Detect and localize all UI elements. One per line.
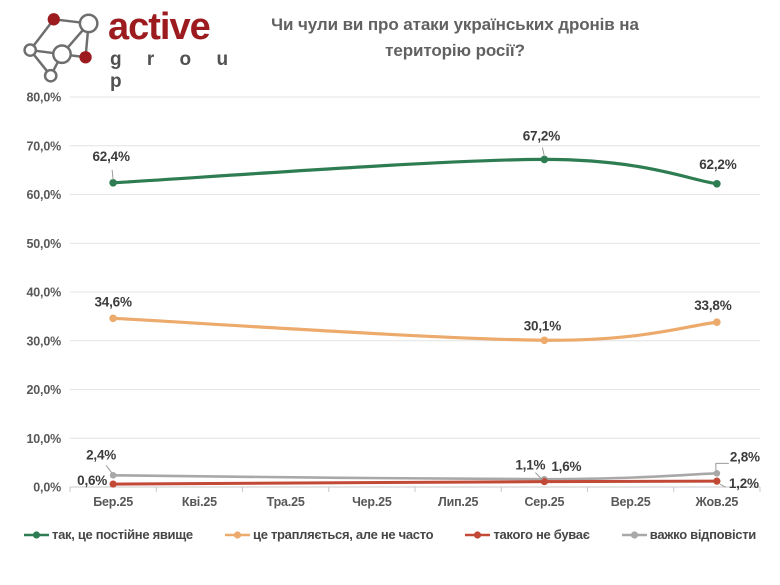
legend-marker-icon: [225, 530, 251, 539]
label-leader-line: [105, 464, 113, 474]
legend-label: такого не буває: [493, 527, 590, 542]
data-label: 2,4%: [86, 447, 116, 462]
chart-title-line1: Чи чули ви про атаки українських дронів …: [271, 15, 639, 34]
x-tick-label: Вер.25: [611, 495, 651, 509]
brand-logo: active g r o u p: [18, 6, 248, 92]
x-tick-label: Лип.25: [438, 495, 478, 509]
legend-label: так, це постійне явище: [52, 527, 193, 542]
legend-marker-icon: [465, 530, 491, 539]
label-leader-line: [111, 169, 114, 180]
legend-marker-icon: [621, 530, 647, 539]
label-leader-line: [541, 147, 545, 157]
x-tick-label: Жов.25: [695, 495, 739, 509]
series-line: [111, 316, 719, 342]
y-tick-label: 0,0%: [33, 481, 61, 495]
line-chart: 0,0% 10,0% 20,0% 30,0% 40,0% 50,0% 60,0% 70,0% 8…: [27, 91, 761, 509]
legend-item: важко відповісти: [621, 527, 757, 542]
x-tick-label: Тра.25: [267, 495, 305, 509]
brand-name: active: [108, 6, 211, 48]
data-point: [540, 336, 549, 345]
data-point: [540, 478, 548, 486]
data-point: [713, 318, 721, 327]
chart-legend: так, це постійне явище це трапляється, ал…: [0, 527, 780, 542]
data-label: 1,6%: [551, 459, 581, 474]
x-tick-label: Сер.25: [524, 495, 564, 509]
y-tick-label: 10,0%: [27, 432, 62, 446]
chart-title-line2: територію росії?: [385, 41, 525, 61]
legend-item: такого не буває: [465, 527, 590, 542]
x-tick-label: Чер.25: [352, 495, 392, 509]
label-leader-line: [715, 462, 729, 471]
data-point: [109, 480, 117, 488]
data-label: 1,2%: [729, 476, 759, 491]
y-tick-label: 30,0%: [27, 334, 62, 348]
data-point: [713, 179, 721, 188]
legend-item: це трапляється, але не часто: [225, 527, 434, 542]
series-line: [111, 157, 719, 186]
data-point: [109, 314, 117, 323]
data-label: 34,6%: [94, 294, 131, 309]
data-point: [109, 472, 117, 479]
data-label: 33,8%: [694, 298, 731, 313]
y-tick-label: 60,0%: [27, 188, 62, 202]
y-tick-label: 80,0%: [27, 91, 62, 105]
y-tick-label: 50,0%: [27, 237, 62, 251]
label-leader-line: [535, 472, 543, 480]
legend-label: це трапляється, але не часто: [253, 527, 434, 542]
x-tick-label: Бер.25: [93, 495, 133, 509]
data-label: 1,1%: [515, 458, 545, 473]
series-line: [111, 479, 719, 486]
data-label: 2,8%: [730, 449, 760, 464]
data-point: [713, 470, 721, 477]
y-tick-label: 70,0%: [27, 139, 62, 153]
chart-title: Чи чули ви про атаки українських дронів …: [242, 12, 668, 65]
y-tick-label: 20,0%: [27, 383, 62, 397]
label-leader-line: [719, 483, 727, 488]
brand-wordmark: active g r o u p: [108, 6, 248, 93]
data-point: [109, 179, 117, 187]
data-label: 62,4%: [92, 149, 129, 164]
x-tick-label: Кві.25: [182, 495, 217, 509]
y-tick-label: 40,0%: [27, 286, 62, 300]
data-point: [713, 477, 721, 485]
brand-subtitle: g r o u p: [110, 48, 239, 92]
data-label: 30,1%: [524, 318, 561, 333]
logo-network-icon: [23, 13, 99, 83]
data-point: [540, 155, 549, 164]
data-label: 62,2%: [699, 157, 736, 172]
legend-label: важко відповісти: [649, 527, 757, 542]
data-label: 0,6%: [77, 473, 107, 488]
series-line: [111, 472, 719, 481]
data-label: 67,2%: [523, 128, 560, 143]
legend-item: так, це постійне явище: [24, 527, 193, 542]
legend-marker-icon: [24, 530, 49, 539]
